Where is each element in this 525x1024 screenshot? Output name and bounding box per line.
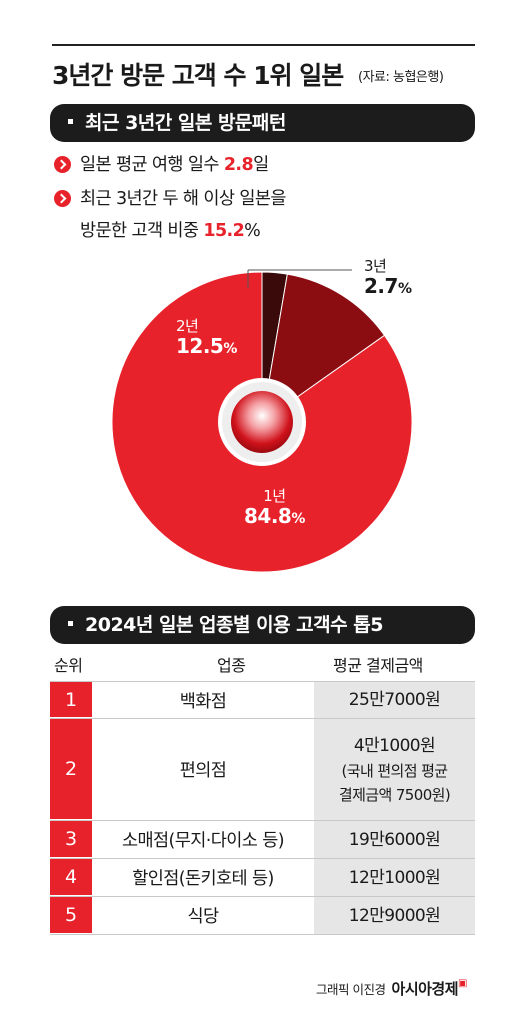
pie-chart bbox=[111, 269, 413, 573]
top-rule bbox=[52, 44, 475, 46]
bullet-repeat-visits-line2: 방문한 고객 비중 15.2% bbox=[80, 218, 261, 244]
table-row: 5 식당 12만9000원 bbox=[50, 897, 475, 935]
pie-slice-2y bbox=[261, 273, 386, 424]
arrow-circle-icon bbox=[54, 156, 71, 173]
credit-text: 그래픽 이진경 bbox=[316, 982, 386, 997]
column-header-amount: 평균 결제금액 bbox=[333, 656, 423, 675]
table-row: 4 할인점(돈키호테 등) 12만1000원 bbox=[50, 859, 475, 897]
section-title: 최근 3년간 일본 방문패턴 bbox=[85, 112, 286, 134]
amount-cell: 4만1000원 (국내 편의점 평균 결제금액 7500원) bbox=[314, 719, 475, 820]
slice-label-3y: 3년 2.7% bbox=[364, 257, 412, 298]
table-row: 1 백화점 25만7000원 bbox=[50, 681, 475, 719]
rank-cell: 5 bbox=[50, 897, 92, 934]
center-disc bbox=[231, 391, 293, 453]
column-header-industry: 업종 bbox=[217, 656, 246, 675]
rank-cell: 4 bbox=[50, 859, 92, 896]
brand-logo: 아시아경제 bbox=[391, 980, 459, 998]
industry-cell: 편의점 bbox=[92, 719, 314, 820]
slice-value-2y: 12.5 bbox=[176, 333, 224, 358]
amount-cell: 12만9000원 bbox=[314, 897, 475, 934]
amount-cell: 12만1000원 bbox=[314, 859, 475, 896]
bullet-suffix: % bbox=[244, 221, 261, 241]
pie-slice-1y bbox=[111, 271, 413, 573]
slice-value-1y: 84.8 bbox=[244, 503, 292, 528]
slice-value-3y: 2.7 bbox=[364, 273, 398, 298]
rank-cell: 1 bbox=[50, 682, 92, 718]
section-title: 2024년 일본 업종별 이용 고객수 톱5 bbox=[85, 614, 383, 636]
amount-note: 결제금액 7500원) bbox=[338, 785, 451, 804]
slice-label-2y: 2년 12.5% bbox=[176, 317, 237, 358]
page-title: 3년간 방문 고객 수 1위 일본 bbox=[52, 61, 344, 90]
bullet-value: 2.8 bbox=[223, 155, 254, 175]
industry-cell: 식당 bbox=[92, 897, 314, 934]
table-row: 3 소매점(무지·다이소 등) 19만6000원 bbox=[50, 821, 475, 859]
section-header-top5: 2024년 일본 업종별 이용 고객수 톱5 bbox=[50, 606, 475, 644]
square-bullet-icon bbox=[68, 119, 73, 124]
footer-credit: 그래픽 이진경 아시아경제▣ bbox=[316, 978, 467, 999]
rank-cell: 3 bbox=[50, 821, 92, 858]
column-header-rank: 순위 bbox=[54, 656, 83, 675]
bullet-text: 최근 3년간 두 해 이상 일본을 bbox=[80, 189, 286, 209]
rank-cell: 2 bbox=[50, 719, 92, 820]
industry-cell: 소매점(무지·다이소 등) bbox=[92, 821, 314, 858]
square-bullet-icon bbox=[68, 621, 73, 626]
bullet-avg-days: 일본 평균 여행 일수 2.8일 bbox=[54, 152, 269, 178]
slice-label-1y: 1년 84.8% bbox=[244, 487, 305, 528]
bullet-value: 15.2 bbox=[203, 221, 245, 241]
section-header-visit-pattern: 최근 3년간 일본 방문패턴 bbox=[50, 104, 475, 142]
amount-cell: 25만7000원 bbox=[314, 682, 475, 718]
industry-cell: 할인점(돈키호테 등) bbox=[92, 859, 314, 896]
top5-table: 1 백화점 25만7000원 2 편의점 4만1000원 (국내 편의점 평균 … bbox=[50, 681, 475, 935]
table-row: 2 편의점 4만1000원 (국내 편의점 평균 결제금액 7500원) bbox=[50, 719, 475, 821]
bullet-suffix: 일 bbox=[253, 155, 269, 175]
bullet-text: 방문한 고객 비중 bbox=[80, 221, 204, 241]
arrow-circle-icon bbox=[54, 190, 71, 207]
bullet-repeat-visits: 최근 3년간 두 해 이상 일본을 bbox=[54, 186, 286, 212]
brand-mark-icon: ▣ bbox=[458, 978, 467, 989]
bullet-text: 일본 평균 여행 일수 bbox=[80, 155, 224, 175]
source-label: (자료: 농협은행) bbox=[358, 70, 444, 85]
industry-cell: 백화점 bbox=[92, 682, 314, 718]
amount-note: (국내 편의점 평균 bbox=[341, 761, 449, 780]
amount-cell: 19만6000원 bbox=[314, 821, 475, 858]
